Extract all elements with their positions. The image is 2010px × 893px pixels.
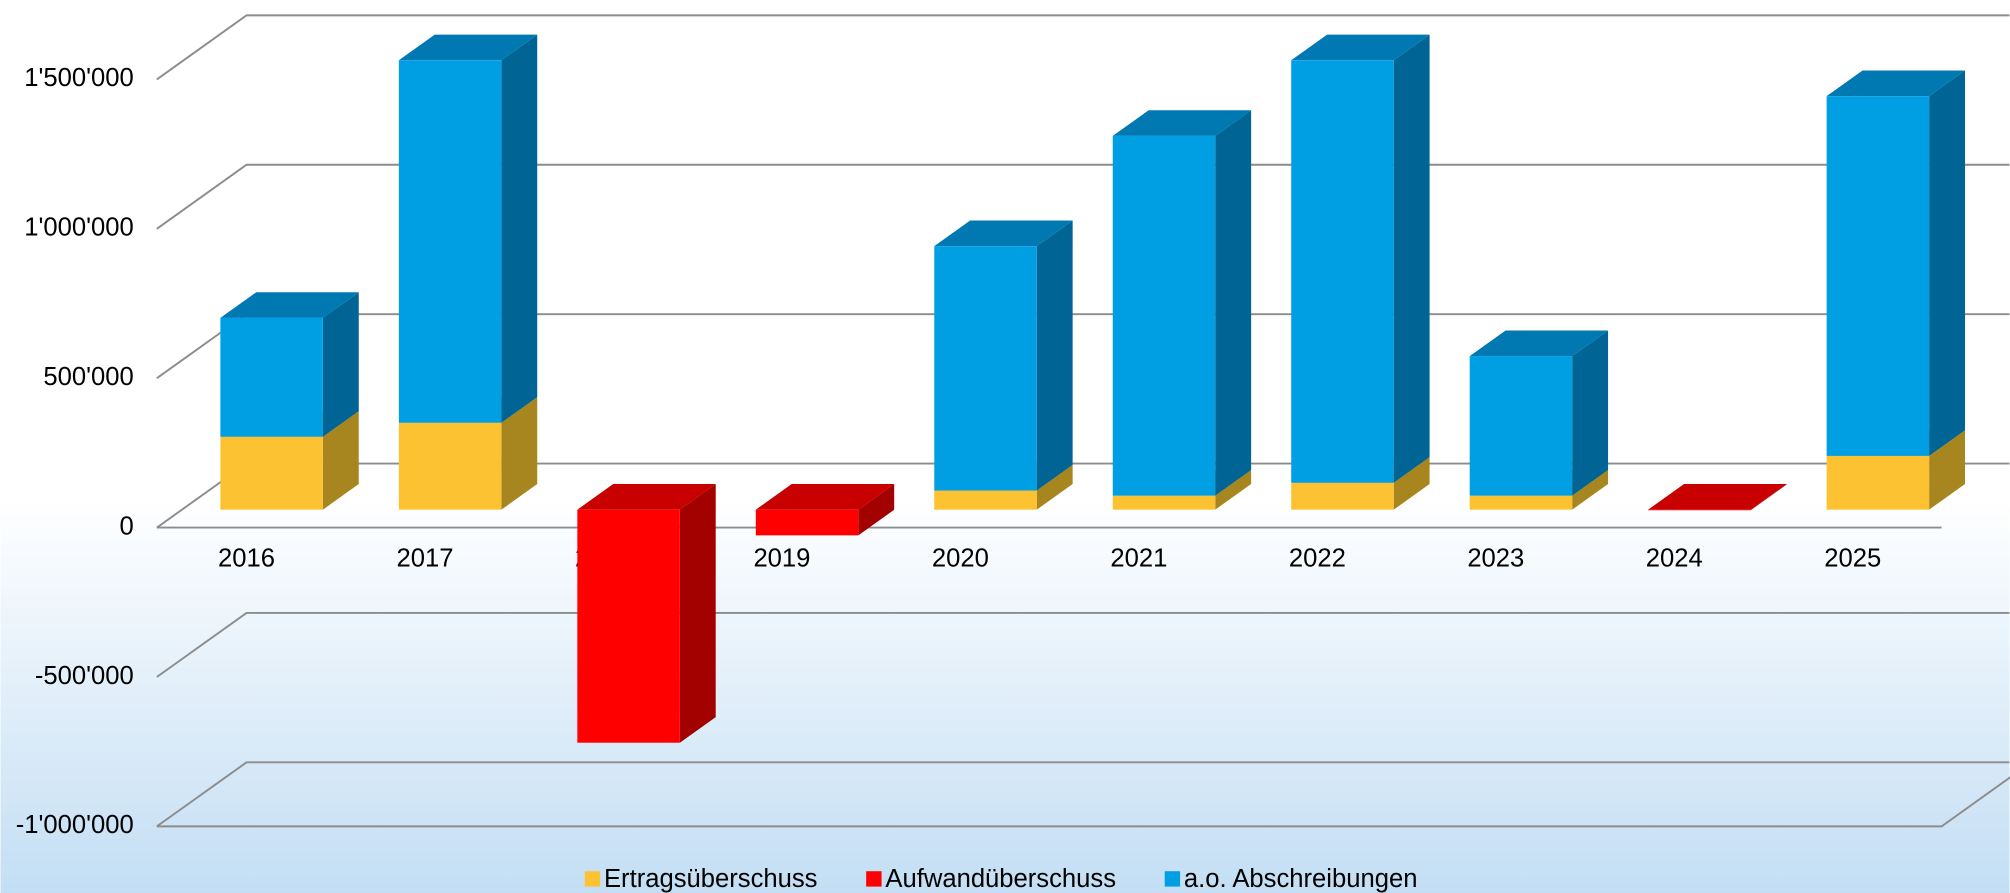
bar — [1291, 482, 1394, 510]
x-tick-label: 2019 — [753, 544, 810, 572]
bar-top — [1469, 330, 1609, 357]
bar-side — [322, 292, 359, 437]
legend-swatch — [866, 871, 882, 887]
x-tick-label: 2016 — [218, 544, 275, 572]
legend-swatch — [1164, 871, 1181, 887]
bar-side — [501, 397, 538, 510]
x-tick-label: 2023 — [1467, 544, 1524, 572]
bar-top — [577, 484, 716, 510]
bar-side — [1929, 70, 1966, 456]
bar — [1291, 60, 1394, 483]
bar-side — [1036, 220, 1073, 491]
y-tick-label: 1'500'000 — [24, 64, 133, 92]
bar-side — [322, 411, 359, 510]
bar — [934, 246, 1037, 491]
bar — [934, 490, 1037, 510]
bar-side — [1572, 469, 1609, 510]
legend-label: Aufwandüberschuss — [885, 865, 1116, 893]
bar — [1469, 356, 1573, 496]
grid-line — [156, 611, 2010, 678]
bar-top — [755, 484, 895, 510]
bar-side — [858, 484, 895, 536]
bar-side — [1393, 34, 1430, 483]
bar-side — [501, 34, 538, 423]
bar-top — [1112, 110, 1252, 136]
bar — [220, 317, 323, 437]
bar-top — [1648, 484, 1787, 510]
y-tick-label: -1'000'000 — [16, 811, 134, 839]
bar-side — [679, 484, 716, 743]
legend-label: a.o. Abschreibungen — [1184, 865, 1418, 893]
bar — [1826, 455, 1930, 510]
x-tick-label: 2021 — [1110, 544, 1167, 572]
grid-line — [156, 14, 2010, 81]
bar-top — [1291, 34, 1430, 61]
x-tick-label: 2017 — [397, 544, 454, 572]
legend-label: Ertragsüberschuss — [604, 865, 818, 893]
bar — [1112, 495, 1216, 510]
bar-top — [220, 292, 359, 318]
bar-side — [1929, 430, 1966, 510]
bar-top — [398, 34, 538, 61]
bar — [1112, 135, 1216, 496]
legend-swatch — [584, 871, 601, 887]
bar-top — [1826, 70, 1966, 97]
bar — [1648, 509, 1751, 511]
bar — [398, 60, 502, 423]
bar — [1826, 96, 1930, 456]
bar-side — [1036, 464, 1073, 510]
y-tick-label: 0 — [120, 512, 134, 540]
bar-side — [1215, 469, 1252, 510]
bar — [1469, 495, 1573, 510]
x-tick-label: 2022 — [1289, 544, 1346, 572]
x-tick-label: 2024 — [1646, 544, 1703, 572]
bar-top — [934, 220, 1073, 247]
bar — [398, 422, 502, 510]
bar — [755, 509, 859, 536]
bar-side — [1750, 484, 1787, 511]
floor-edge — [156, 776, 2010, 828]
x-tick-label: 2020 — [932, 544, 989, 572]
bar-side — [1215, 110, 1252, 496]
bar — [577, 509, 680, 743]
bar — [220, 436, 323, 510]
grid-line — [156, 761, 2010, 828]
y-tick-label: -500'000 — [35, 662, 134, 690]
x-tick-label: 2025 — [1824, 544, 1881, 572]
bar-side — [1393, 457, 1430, 510]
y-tick-label: 1'000'000 — [24, 214, 133, 242]
y-tick-label: 500'000 — [43, 363, 133, 391]
bar-side — [1572, 330, 1609, 496]
